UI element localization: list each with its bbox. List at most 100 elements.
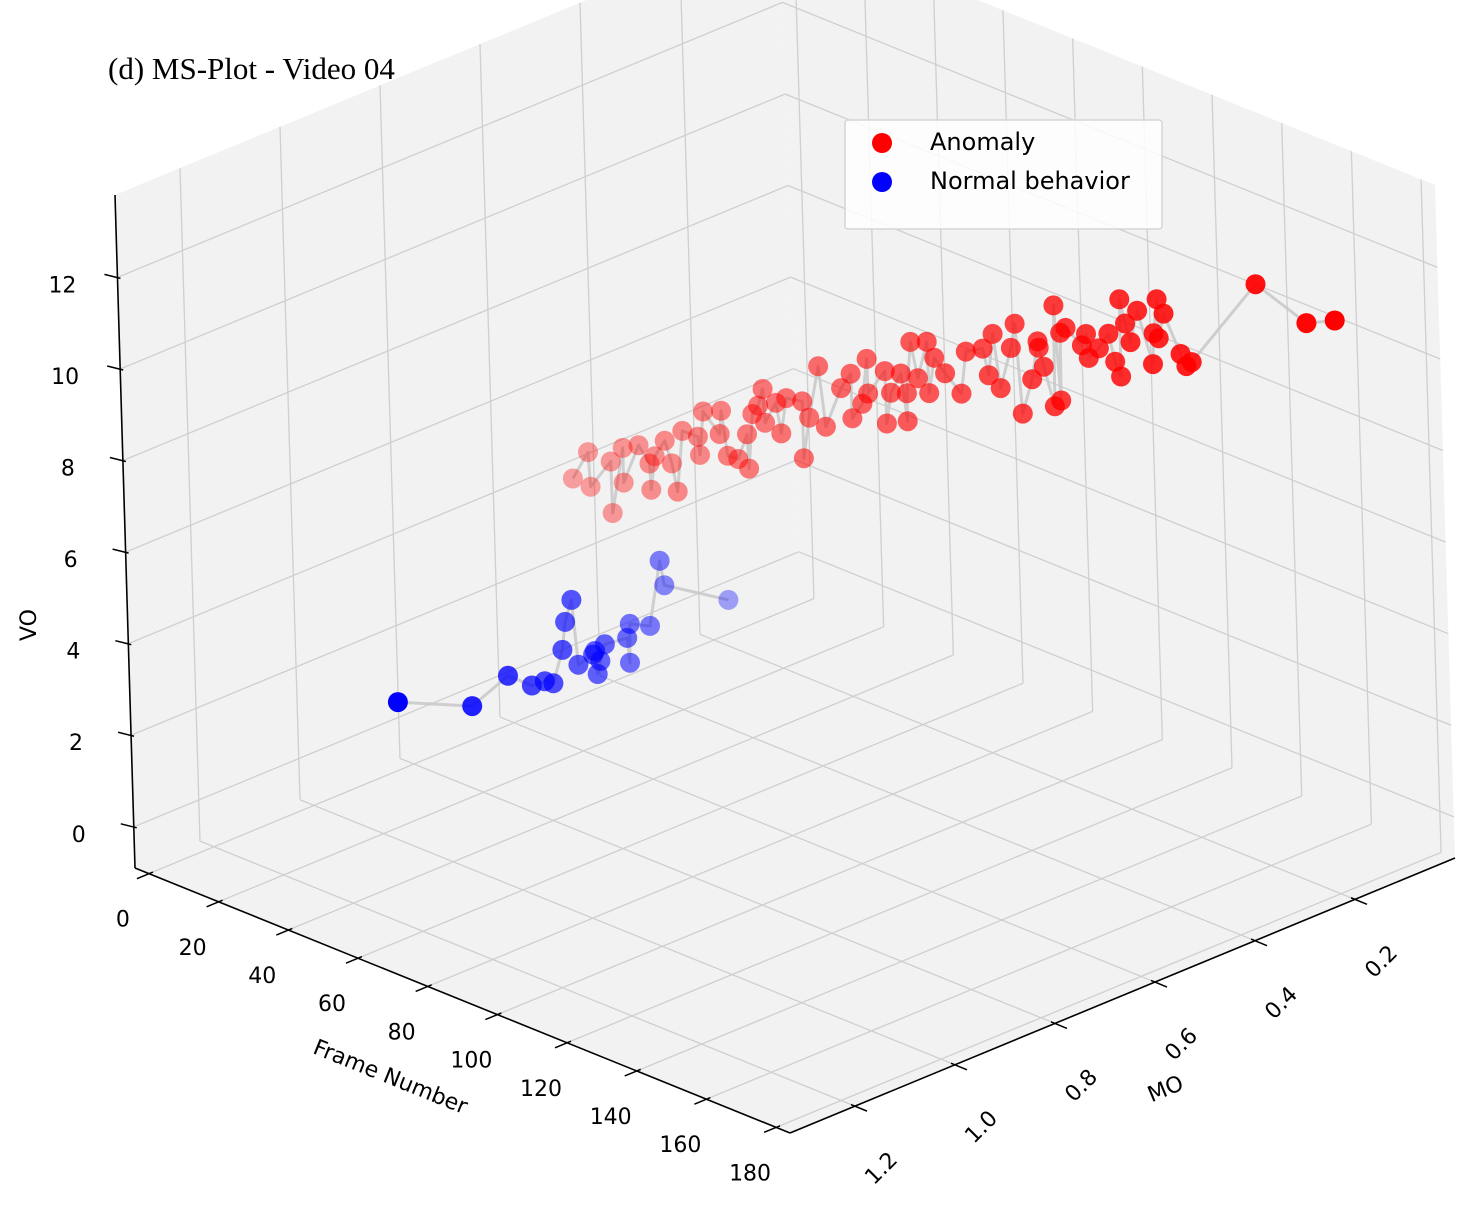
grid-line [680, 0, 701, 635]
data-point [1127, 300, 1148, 321]
grid-line [288, 654, 954, 931]
data-point [552, 639, 573, 660]
tick-mark [1150, 979, 1168, 988]
legend-marker [872, 172, 892, 192]
data-point [555, 611, 576, 632]
data-point [978, 365, 999, 386]
z-tick-label: 0 [72, 823, 86, 848]
data-point [711, 400, 731, 421]
data-point [890, 363, 911, 384]
x-axis-line [134, 867, 791, 1134]
x-tick-label: 140 [590, 1105, 632, 1130]
pane [135, 593, 1455, 1133]
grid-line [566, 767, 1233, 1044]
tick-mark [345, 955, 363, 964]
data-point [462, 696, 483, 717]
data-point [935, 363, 956, 384]
data-point [1296, 313, 1317, 334]
data-point [1076, 324, 1096, 344]
data-point [600, 451, 621, 472]
grid-line [636, 795, 1302, 1072]
data-point [580, 476, 601, 497]
grid-line [699, 633, 1356, 900]
data-point [808, 356, 829, 377]
legend: Anomaly Normal behavior [844, 119, 1163, 230]
data-point [562, 468, 583, 489]
legend-marker [872, 133, 892, 153]
x-tick-label: 120 [520, 1077, 562, 1102]
tick-mark [136, 871, 154, 880]
data-point [907, 368, 928, 389]
data-point [972, 338, 993, 359]
grid-line [1420, 179, 1442, 853]
data-point [799, 407, 820, 428]
grid-line [218, 626, 884, 903]
data-point [1143, 354, 1163, 375]
data-point [561, 589, 582, 610]
grid-line [706, 823, 1372, 1100]
data-point [897, 411, 918, 432]
grid-line [864, 0, 885, 627]
z-tick-label: 12 [48, 273, 76, 298]
grid-line [399, 757, 1056, 1025]
data-point [602, 503, 623, 523]
tick-mark [1050, 1021, 1068, 1030]
data-point [1055, 317, 1076, 338]
x-tick-label: 80 [388, 1020, 416, 1045]
grid-line [279, 126, 301, 800]
grid-line [795, 0, 815, 599]
data-point [951, 383, 972, 404]
data-point [1245, 274, 1266, 295]
tick-mark [850, 1103, 868, 1112]
data-point [718, 589, 739, 610]
data-point [590, 650, 611, 671]
grid-line [128, 368, 794, 645]
grid-line [790, 276, 1446, 543]
y-axis-label: MO [1144, 1071, 1187, 1108]
grid-line [479, 44, 501, 718]
data-point [924, 347, 945, 368]
x-tick-label: 0 [116, 908, 130, 933]
x-tick-label: 60 [318, 992, 346, 1017]
data-point [693, 401, 714, 422]
grid-line [122, 184, 789, 462]
y-tick-label: 0.4 [1260, 982, 1302, 1024]
points [387, 274, 1345, 717]
tick-mark [276, 927, 293, 936]
grid-line [119, 93, 786, 370]
z-tick-label: 2 [69, 731, 83, 756]
grid-line [775, 851, 1442, 1128]
data-point [717, 445, 738, 466]
grid-line [798, 551, 1455, 818]
data-point [613, 472, 634, 493]
grid-line [1281, 122, 1303, 796]
data-point [568, 654, 589, 675]
grid-line [497, 738, 1163, 1016]
x-tick-label: 40 [248, 964, 276, 989]
tick-mark [694, 1096, 711, 1105]
data-point [1004, 313, 1025, 334]
legend-label: Anomaly [930, 128, 1035, 156]
data-point [687, 426, 708, 447]
data-point [955, 341, 976, 362]
data-point [792, 391, 813, 412]
data-point [628, 435, 649, 456]
grid-line [499, 716, 1156, 983]
z-tick-label: 6 [64, 548, 78, 573]
data-point [649, 550, 670, 571]
data-point [1000, 337, 1021, 358]
y-tick-label: 0.8 [1060, 1065, 1102, 1107]
tick-mark [1350, 897, 1368, 906]
data-point [1181, 352, 1202, 373]
data-point [1111, 366, 1132, 387]
data-point [842, 408, 863, 429]
y-axis-line [789, 857, 1456, 1134]
data-point [620, 652, 640, 673]
y-tick-label: 0.6 [1160, 1023, 1202, 1065]
data-point [641, 479, 662, 500]
grid-line [795, 459, 1452, 726]
data-point [919, 383, 940, 404]
data-point [1153, 303, 1174, 324]
z-tick-label: 10 [51, 365, 79, 390]
